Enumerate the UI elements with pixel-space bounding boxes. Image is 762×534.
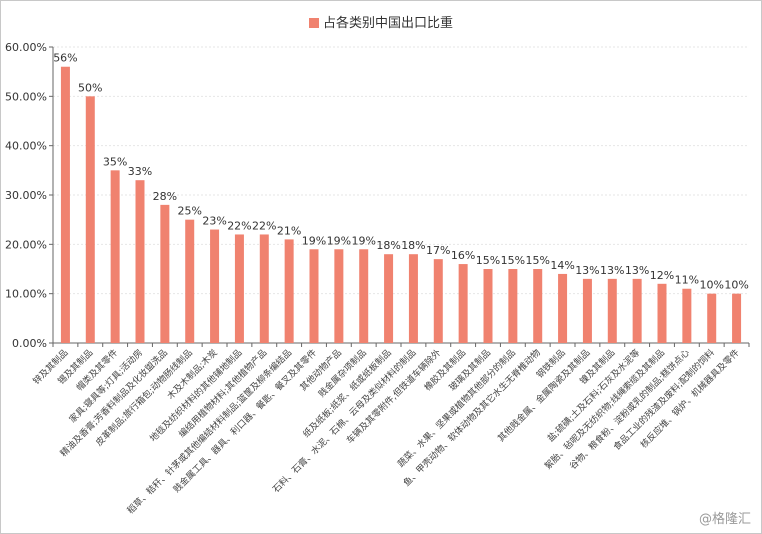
data-label: 13% [575, 264, 599, 277]
legend-swatch [308, 18, 319, 28]
data-label: 35% [103, 155, 127, 168]
bar [210, 229, 220, 343]
data-label: 10% [724, 279, 748, 292]
data-label: 18% [401, 239, 425, 252]
data-label: 11% [675, 274, 699, 287]
bar [558, 273, 568, 343]
bar [309, 249, 319, 343]
bar [632, 278, 642, 343]
bar [359, 249, 369, 343]
bar [458, 264, 468, 343]
data-label: 56% [53, 52, 77, 65]
data-label: 18% [376, 239, 400, 252]
legend: 占各类别中国出口比重 [1, 12, 761, 31]
data-label: 16% [451, 249, 475, 262]
y-tick-label: 30.00% [5, 189, 47, 202]
bar [384, 254, 394, 343]
data-label: 17% [426, 244, 450, 257]
bar [533, 269, 543, 343]
bar [408, 254, 418, 343]
bar [334, 249, 344, 343]
data-label: 15% [525, 254, 549, 267]
data-label: 22% [252, 219, 276, 232]
bar [110, 170, 120, 343]
bar [185, 219, 195, 343]
data-label: 14% [550, 259, 574, 272]
y-tick-label: 0.00% [12, 337, 47, 350]
bar [582, 278, 592, 343]
data-label: 22% [227, 219, 251, 232]
y-tick-label: 10.00% [5, 288, 47, 301]
data-label: 21% [277, 224, 301, 237]
bar [60, 66, 70, 343]
data-label: 13% [600, 264, 624, 277]
bar [607, 278, 617, 343]
bar [234, 234, 244, 343]
data-label: 19% [351, 234, 375, 247]
data-label: 13% [625, 264, 649, 277]
legend-label: 占各类别中国出口比重 [322, 16, 453, 31]
y-tick-label: 20.00% [5, 238, 47, 251]
bar [707, 293, 717, 343]
data-label: 28% [153, 190, 177, 203]
data-label: 23% [202, 215, 226, 228]
bar [135, 180, 145, 343]
y-tick-label: 50.00% [5, 90, 47, 103]
data-label: 25% [177, 205, 201, 218]
y-tick-label: 40.00% [5, 140, 47, 153]
data-label: 33% [128, 165, 152, 178]
bar [433, 259, 443, 343]
y-tick-label: 60.00% [5, 41, 47, 54]
bar [732, 293, 742, 343]
data-label: 19% [302, 234, 326, 247]
bar [508, 269, 518, 343]
bar [284, 239, 294, 343]
data-label: 19% [327, 234, 351, 247]
watermark: @格隆汇 [698, 512, 751, 527]
bar [657, 283, 667, 343]
data-label: 15% [476, 254, 500, 267]
data-label: 50% [78, 81, 102, 94]
bar [682, 288, 692, 343]
bar [483, 269, 493, 343]
bar [160, 204, 170, 343]
data-label: 12% [650, 269, 674, 282]
bar [259, 234, 269, 343]
bar [85, 96, 95, 343]
data-label: 10% [699, 279, 723, 292]
data-label: 15% [501, 254, 525, 267]
